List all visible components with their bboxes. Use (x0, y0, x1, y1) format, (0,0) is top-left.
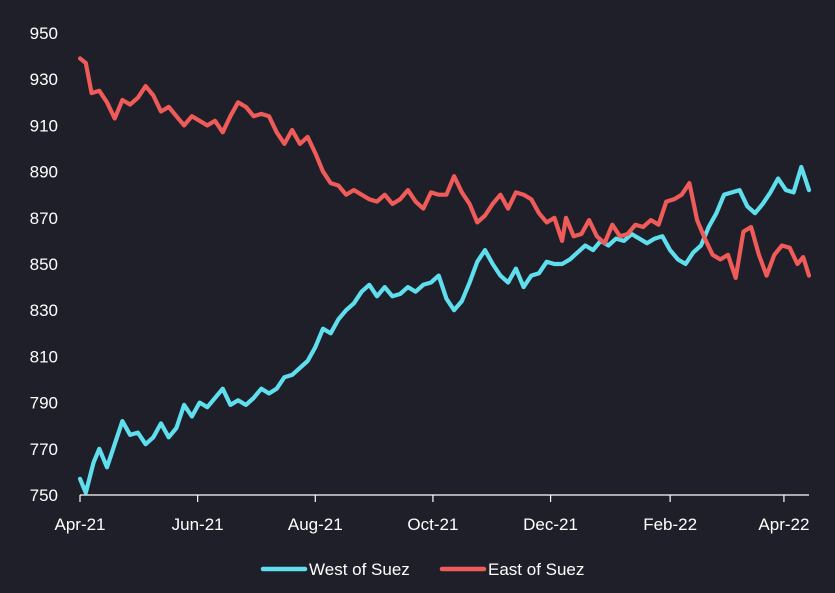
y-tick-label: 870 (30, 209, 58, 228)
x-axis: Apr-21 Jun-21 Aug-21 Oct-21 Dec-21 Feb-22 Apr-… (54, 494, 809, 534)
x-tick-label: Aug-21 (288, 515, 343, 534)
y-tick-label: 890 (30, 163, 58, 182)
x-tick-label: Jun-21 (172, 515, 224, 534)
y-tick-label: 930 (30, 70, 58, 89)
legend: West of Suez East of Suez (260, 560, 584, 579)
y-tick-label: 810 (30, 347, 58, 366)
series-layer (77, 56, 812, 495)
legend-label: West of Suez (309, 560, 410, 579)
y-tick-label: 790 (30, 394, 58, 413)
x-tick-label: Apr-22 (758, 515, 809, 534)
y-tick-label: 950 (30, 24, 58, 43)
y-tick-label: 770 (30, 440, 58, 459)
x-tick-label: Dec-21 (523, 515, 578, 534)
y-axis: 750 770 790 810 830 850 870 890 910 930 950 (30, 24, 58, 505)
legend-label: East of Suez (488, 560, 584, 579)
y-tick-label: 910 (30, 116, 58, 135)
y-tick-label: 830 (30, 301, 58, 320)
series-line-east-of-suez (77, 56, 812, 280)
y-tick-label: 750 (30, 486, 58, 505)
x-tick-label: Feb-22 (643, 515, 697, 534)
y-tick-label: 850 (30, 255, 58, 274)
series-line-west-of-suez (77, 164, 812, 495)
x-tick-label: Apr-21 (54, 515, 105, 534)
x-tick-label: Oct-21 (407, 515, 458, 534)
